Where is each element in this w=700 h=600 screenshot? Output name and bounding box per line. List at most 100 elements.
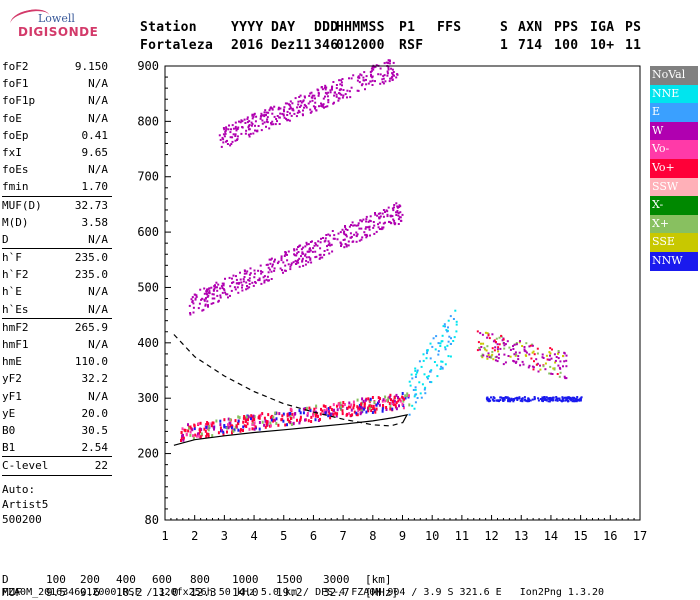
echo-point xyxy=(222,430,225,434)
echo-point xyxy=(549,397,552,400)
echo-point xyxy=(264,419,267,423)
echo-point xyxy=(273,267,276,270)
echo-point xyxy=(320,237,322,240)
x-tick-label: 9 xyxy=(399,529,406,543)
echo-point xyxy=(276,262,279,265)
echo-point xyxy=(549,398,552,401)
echo-point xyxy=(548,400,551,403)
echo-point xyxy=(303,106,305,109)
echo-point xyxy=(327,91,330,94)
echo-point xyxy=(574,400,577,403)
param-value: N/A xyxy=(88,232,108,246)
echo-point xyxy=(194,433,197,437)
echo-point xyxy=(558,366,561,369)
echo-point xyxy=(296,106,299,109)
hdr2-cell: 012000 xyxy=(336,38,385,53)
echo-point xyxy=(253,113,255,116)
echo-point xyxy=(537,399,540,402)
echo-point xyxy=(310,96,313,99)
echo-point xyxy=(328,242,331,245)
echo-point xyxy=(357,75,360,78)
echo-point xyxy=(294,97,297,100)
echo-point xyxy=(302,411,305,415)
echo-point xyxy=(579,399,582,402)
echo-point xyxy=(254,129,256,132)
echo-point xyxy=(309,249,312,252)
echo-point xyxy=(270,257,273,260)
echo-point xyxy=(248,286,251,289)
echo-point xyxy=(335,87,338,90)
echo-point xyxy=(308,248,311,251)
x-tick-label: 1 xyxy=(161,529,168,543)
echo-point xyxy=(367,220,370,223)
echo-point xyxy=(557,357,560,360)
echo-point xyxy=(254,425,257,429)
echo-point xyxy=(486,357,489,360)
echo-point xyxy=(446,330,449,333)
param-row: yF2 32.2 xyxy=(2,370,112,387)
echo-point xyxy=(248,128,250,131)
echo-point xyxy=(289,265,292,268)
echo-point xyxy=(277,108,280,111)
echo-point xyxy=(246,285,248,287)
echo-point xyxy=(234,125,237,128)
echo-point xyxy=(389,393,392,397)
echo-point xyxy=(563,352,566,355)
echo-point xyxy=(356,79,359,82)
echo-point xyxy=(199,430,202,434)
echo-point xyxy=(513,353,516,356)
echo-point xyxy=(563,360,566,363)
echo-point xyxy=(352,224,355,227)
hdr2-cell: Dez11 xyxy=(271,38,312,53)
echo-point xyxy=(487,398,490,401)
echo-point xyxy=(406,392,409,396)
echo-point xyxy=(387,206,390,209)
echo-point xyxy=(335,95,338,98)
echo-point xyxy=(197,432,199,436)
echo-point xyxy=(213,287,216,290)
echo-point xyxy=(317,240,320,243)
echo-point xyxy=(327,99,330,101)
echo-point xyxy=(523,398,526,401)
echo-point xyxy=(251,427,254,431)
echo-point xyxy=(339,83,342,86)
echo-point xyxy=(289,268,292,271)
echo-point xyxy=(219,294,222,297)
echo-point xyxy=(219,296,222,299)
echo-point xyxy=(324,84,327,87)
echo-point xyxy=(330,408,333,411)
echo-point xyxy=(368,404,371,408)
echo-point xyxy=(549,354,551,357)
param-value: N/A xyxy=(88,285,108,299)
echo-point xyxy=(285,251,287,254)
echo-point xyxy=(229,424,232,428)
y-tick-label: 80 xyxy=(145,513,159,527)
echo-point xyxy=(377,226,380,229)
echo-point xyxy=(297,259,299,262)
echo-point xyxy=(532,366,535,369)
echo-point xyxy=(223,418,226,422)
echo-point xyxy=(246,116,249,119)
echo-point xyxy=(331,86,333,89)
echo-point xyxy=(431,345,434,348)
echo-point xyxy=(395,202,398,205)
echo-point xyxy=(529,399,532,402)
echo-point xyxy=(487,354,490,357)
echo-point xyxy=(387,62,390,65)
echo-point xyxy=(231,281,233,284)
echo-point xyxy=(377,223,379,226)
echo-point xyxy=(339,241,342,244)
echo-point xyxy=(290,423,293,426)
echo-point xyxy=(575,397,578,400)
echo-point xyxy=(572,397,575,400)
echo-point xyxy=(222,127,225,129)
echo-point xyxy=(515,360,518,363)
echo-point xyxy=(390,398,392,402)
echo-point xyxy=(218,134,221,137)
param-name: D xyxy=(2,232,9,246)
echo-point xyxy=(180,437,183,441)
echo-point xyxy=(236,286,239,289)
echo-point xyxy=(301,260,304,263)
echo-point xyxy=(314,101,317,104)
echo-point xyxy=(568,397,571,400)
